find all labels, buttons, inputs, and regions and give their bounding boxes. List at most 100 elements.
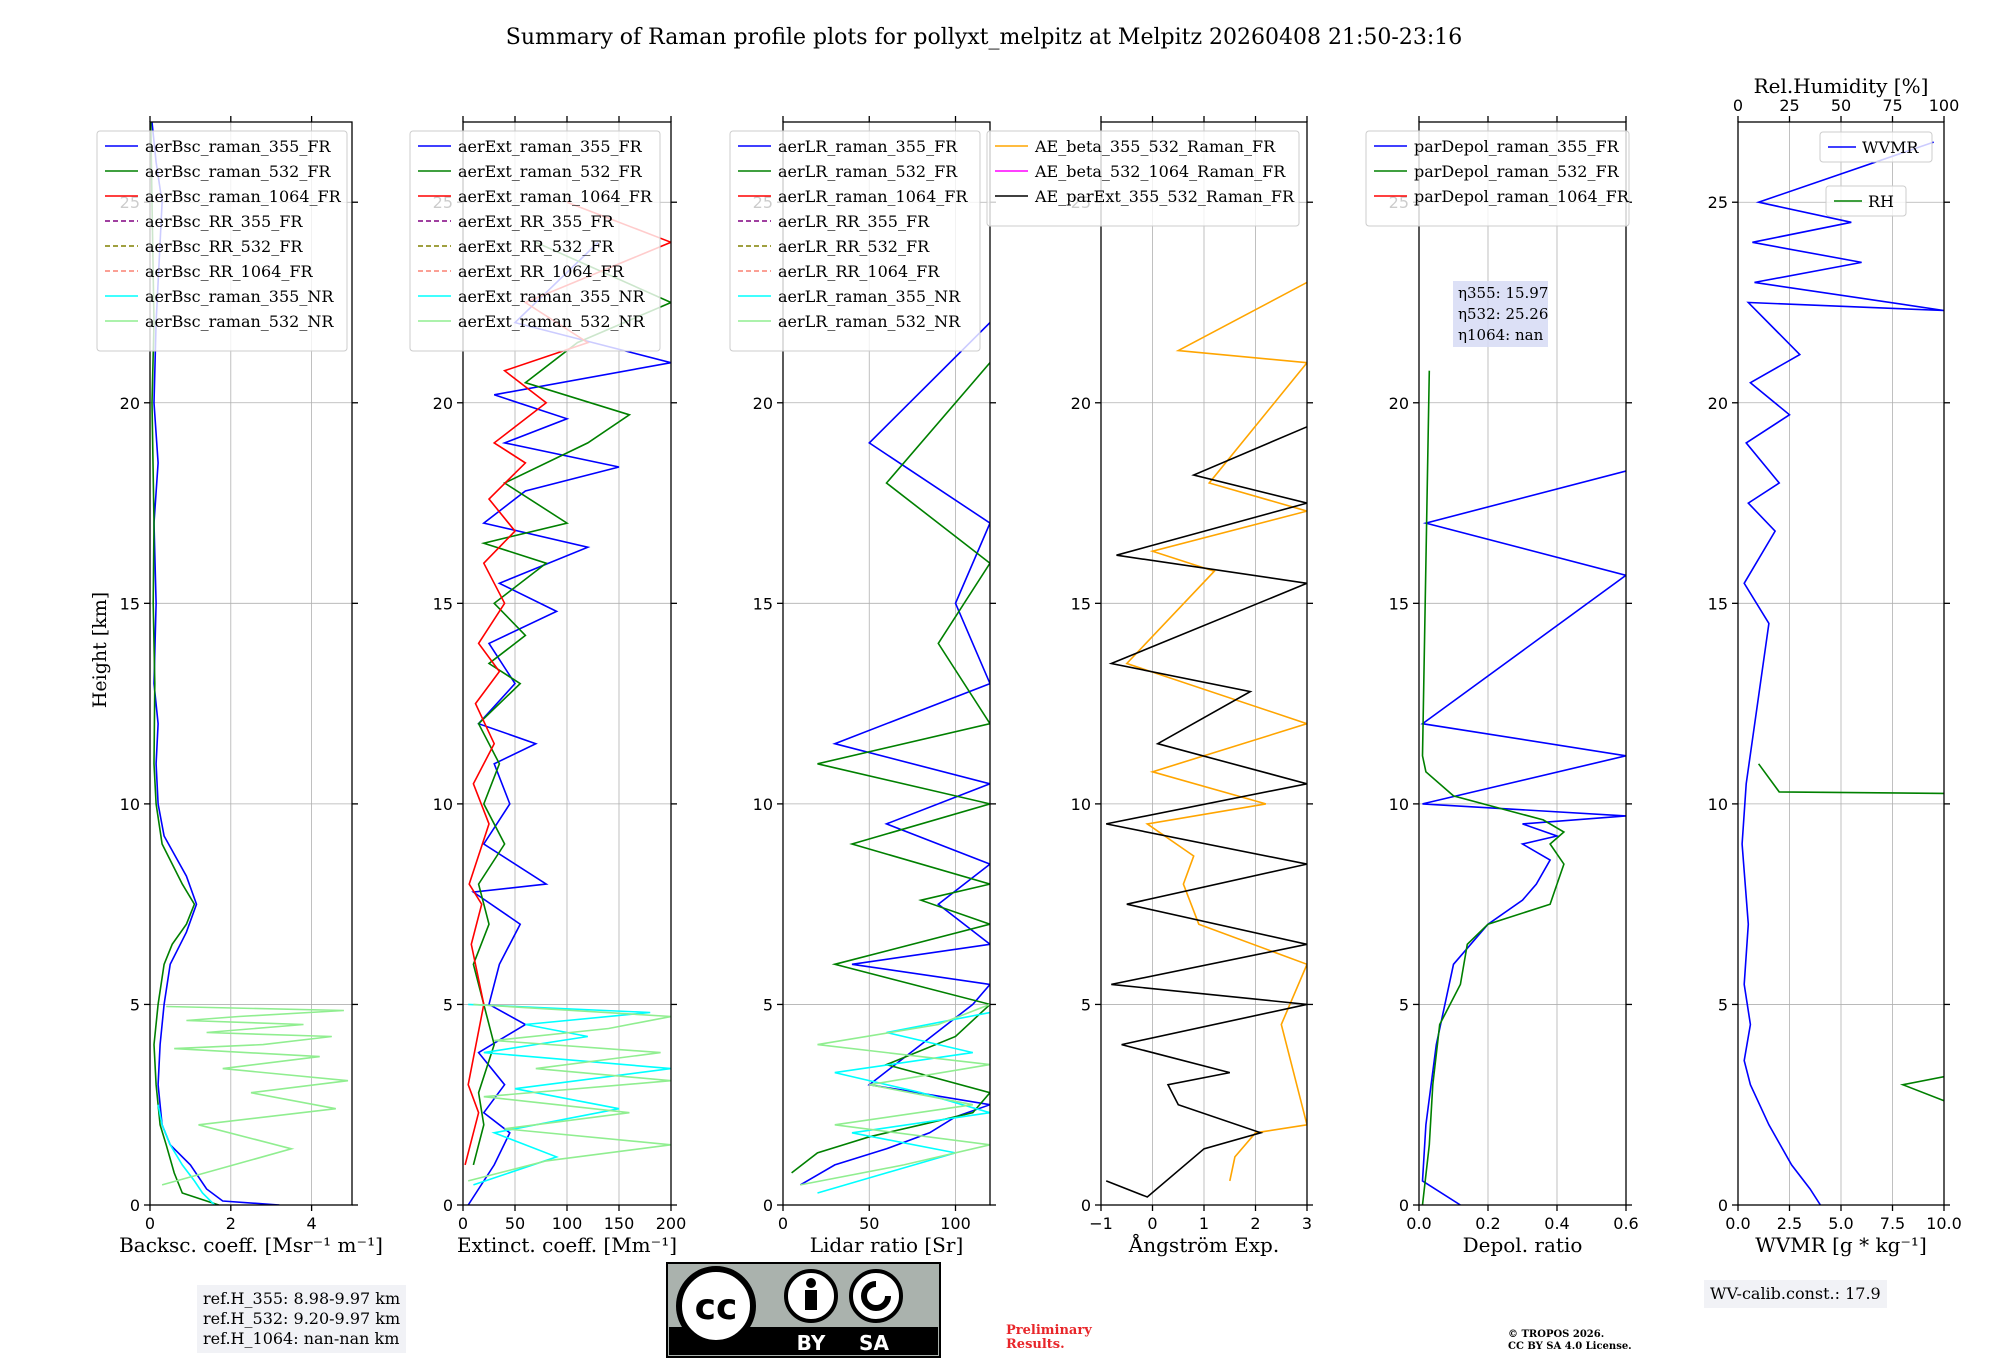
series-aerExt_raman_532_FR (472, 241, 671, 1166)
legend-label: aerLR_raman_532_FR (778, 162, 958, 181)
axes-frame (1418, 121, 1627, 1206)
y-tick-label: 5 (1718, 995, 1728, 1014)
x-tick-label: 10.0 (1926, 1214, 1962, 1233)
series-aerLR_raman_355_FR (799, 322, 990, 1186)
legend-label: aerBsc_raman_532_NR (145, 312, 334, 331)
legend-box (986, 130, 1300, 227)
series-group (1420, 370, 1626, 1205)
panel-ext: 0501001502000510152025Extinct. coeff. [M… (409, 116, 687, 1257)
copyright-note: © TROPOS 2026. CC BY SA 4.0 License. (1508, 1329, 1632, 1353)
x-tick-label: 2.5 (1777, 1214, 1802, 1233)
panel-lr: 0501000510152025Lidar ratio [Sr]aerLR_ra… (729, 116, 996, 1257)
x-tick-label: 50 (859, 1214, 879, 1233)
legend-label: aerExt_raman_355_FR (458, 137, 643, 156)
panel-bsc: 0240510152025Backsc. coeff. [Msr⁻¹ m⁻¹]a… (96, 116, 383, 1257)
legend-label: aerBsc_raman_532_FR (145, 162, 331, 181)
x-tick-label: 2 (226, 1214, 236, 1233)
top-x-tick-label: 75 (1882, 96, 1902, 115)
series-parDepol_raman_532_FR (1421, 370, 1566, 1205)
x-tick-label: 0 (778, 1214, 788, 1233)
x-tick-label: 0.2 (1475, 1214, 1500, 1233)
x-tick-label: 50 (505, 1214, 525, 1233)
legend-label: aerExt_raman_532_FR (458, 162, 643, 181)
series-group (791, 322, 990, 1194)
legend-label: aerExt_raman_355_NR (458, 287, 646, 306)
x-tick-label: 7.5 (1880, 1214, 1905, 1233)
x-tick-label: 100 (940, 1214, 971, 1233)
y-tick-label: 0 (130, 1196, 140, 1215)
preliminary-line-1: Preliminary (1006, 1323, 1092, 1338)
y-tick-label: 5 (1081, 995, 1091, 1014)
y-tick-label: 20 (120, 394, 140, 413)
legend-box (729, 130, 981, 352)
y-tick-label: 10 (1071, 795, 1091, 814)
y-tick-label: 0 (1081, 1196, 1091, 1215)
y-tick-label: 15 (1708, 594, 1728, 613)
panels: 0 2 4 0 5 10 15 20 25 Backsc. coeff. [Msr⁻¹ m⁻¹] a… (96, 74, 1962, 1257)
refh-1064: ref.H_1064: nan-nan km (203, 1329, 400, 1348)
refh-532: ref.H_532: 9.20-9.97 km (203, 1309, 401, 1328)
series-aerBsc_raman_532_FR (150, 122, 219, 1205)
legend-label: aerLR_RR_532_FR (778, 237, 930, 256)
series-aerLR_raman_355_NR (817, 1011, 990, 1194)
series-aerExt_raman_355_NR (468, 1003, 671, 1186)
y-tick-label: 0 (763, 1196, 773, 1215)
legend-label: aerBsc_RR_355_FR (145, 212, 303, 231)
legend-box (96, 130, 348, 352)
series-aerBsc_raman_355_NR (157, 1104, 216, 1205)
legend-label: aerBsc_RR_532_FR (145, 237, 303, 256)
copyright-line-2: CC BY SA 4.0 License. (1508, 1341, 1632, 1352)
legend-label: WVMR (1862, 138, 1919, 157)
series-RH (1757, 763, 1944, 1102)
top-x-tick-label: 0 (1733, 96, 1743, 115)
x-tick-label: 0.6 (1613, 1214, 1638, 1233)
y-tick-label: 20 (1071, 394, 1091, 413)
x-tick-label: 4 (307, 1214, 317, 1233)
series-AE_beta_355_532_Raman_FR (1125, 281, 1307, 1182)
legend-label: aerLR_raman_532_NR (778, 312, 961, 331)
wv-calib-box: WV-calib.const.: 17.9 (1704, 1280, 1887, 1308)
x-tick-label: 0.4 (1544, 1214, 1569, 1233)
x-tick-label: 200 (656, 1214, 687, 1233)
top-x-tick-label: 100 (1929, 96, 1960, 115)
series-aerExt_raman_355_FR (467, 241, 671, 1205)
x-tick-label: 100 (552, 1214, 583, 1233)
legend-label: aerExt_RR_532_FR (458, 237, 615, 256)
legend-label: aerBsc_raman_355_NR (145, 287, 334, 306)
y-tick-label: 20 (433, 394, 453, 413)
x-tick-label: 3 (1302, 1214, 1312, 1233)
series-parDepol_raman_355_FR (1420, 470, 1626, 1205)
y-tick-label: 10 (1708, 795, 1728, 814)
legend-box (1819, 131, 1933, 163)
legend-box (409, 130, 661, 352)
y-tick-label: 5 (130, 995, 140, 1014)
series-aerBsc_raman_532_NR (161, 1005, 349, 1186)
x-axis-label: Backsc. coeff. [Msr⁻¹ m⁻¹] (119, 1233, 383, 1257)
preliminary-note: Preliminary Results. (1006, 1324, 1092, 1352)
sa-text: SA (859, 1331, 889, 1355)
x-tick-label: 0 (145, 1214, 155, 1233)
x-tick-label: 0.0 (1725, 1214, 1750, 1233)
series-AE_parExt_355_532_Raman_FR (1105, 426, 1307, 1198)
y-tick-label: 10 (433, 795, 453, 814)
copyright-line-1: © TROPOS 2026. (1508, 1329, 1605, 1340)
legend-label: aerBsc_raman_1064_FR (145, 187, 342, 206)
y-tick-label: 25 (1708, 193, 1728, 212)
y-tick-label: 15 (753, 594, 773, 613)
eta-annotation-box (1453, 281, 1548, 347)
reference-height-box: ref.H_355: 8.98-9.97 km ref.H_532: 9.20-… (197, 1285, 407, 1353)
x-axis-label: Ångström Exp. (1128, 1232, 1279, 1257)
series-group (464, 201, 671, 1205)
series-aerLR_raman_532_FR (791, 362, 990, 1174)
y-tick-label: 0 (1718, 1196, 1728, 1215)
axes-frame (149, 121, 353, 1206)
x-tick-label: 5.0 (1828, 1214, 1853, 1233)
legend-label: aerExt_RR_1064_FR (458, 262, 625, 281)
cc-text: cc (695, 1287, 738, 1328)
legend-box (1365, 130, 1630, 227)
legend-label: aerExt_raman_532_NR (458, 312, 646, 331)
series-group (1105, 281, 1307, 1198)
series-aerLR_raman_532_NR (800, 1003, 990, 1186)
y-tick-label: 15 (120, 594, 140, 613)
